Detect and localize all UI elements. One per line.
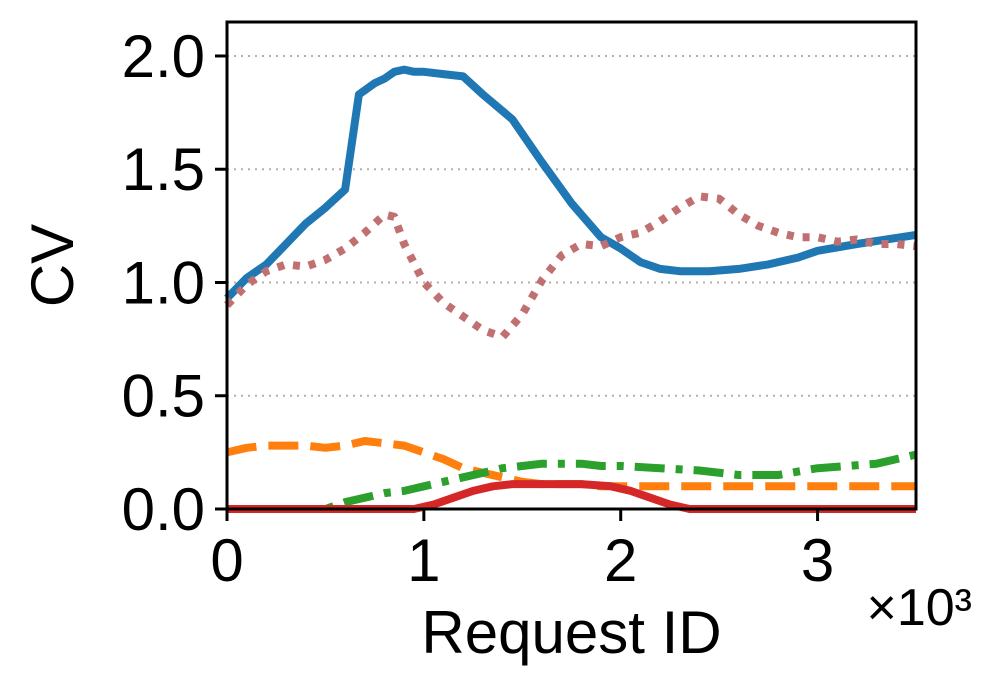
series-line-2	[224, 192, 917, 341]
x-axis-ticks: 0 1 2 3	[210, 509, 834, 594]
y-axis-label: CV	[19, 224, 86, 307]
x-tick-label: 0	[210, 527, 243, 594]
series-line-4	[227, 450, 917, 513]
series-lines	[224, 65, 917, 513]
y-tick-label: 1.0	[122, 249, 205, 316]
y-tick-label: 1.5	[122, 136, 205, 203]
series-line-5	[227, 480, 916, 513]
x-tick-label: 3	[801, 527, 834, 594]
series-line-3	[226, 437, 916, 491]
y-grid	[227, 54, 916, 397]
y-tick-label: 0.0	[122, 476, 205, 543]
y-axis-ticks: 0.0 0.5 1.0 1.5 2.0	[122, 23, 227, 543]
x-tick-label: 1	[407, 527, 440, 594]
y-tick-label: 0.5	[122, 363, 205, 430]
plot-frame	[225, 20, 918, 511]
series-line-1	[224, 65, 917, 302]
x-axis-label: Request ID	[421, 599, 721, 666]
x-tick-label: 2	[604, 527, 637, 594]
y-tick-label: 2.0	[122, 23, 205, 90]
x-axis-offset-label: ×10³	[866, 579, 972, 637]
